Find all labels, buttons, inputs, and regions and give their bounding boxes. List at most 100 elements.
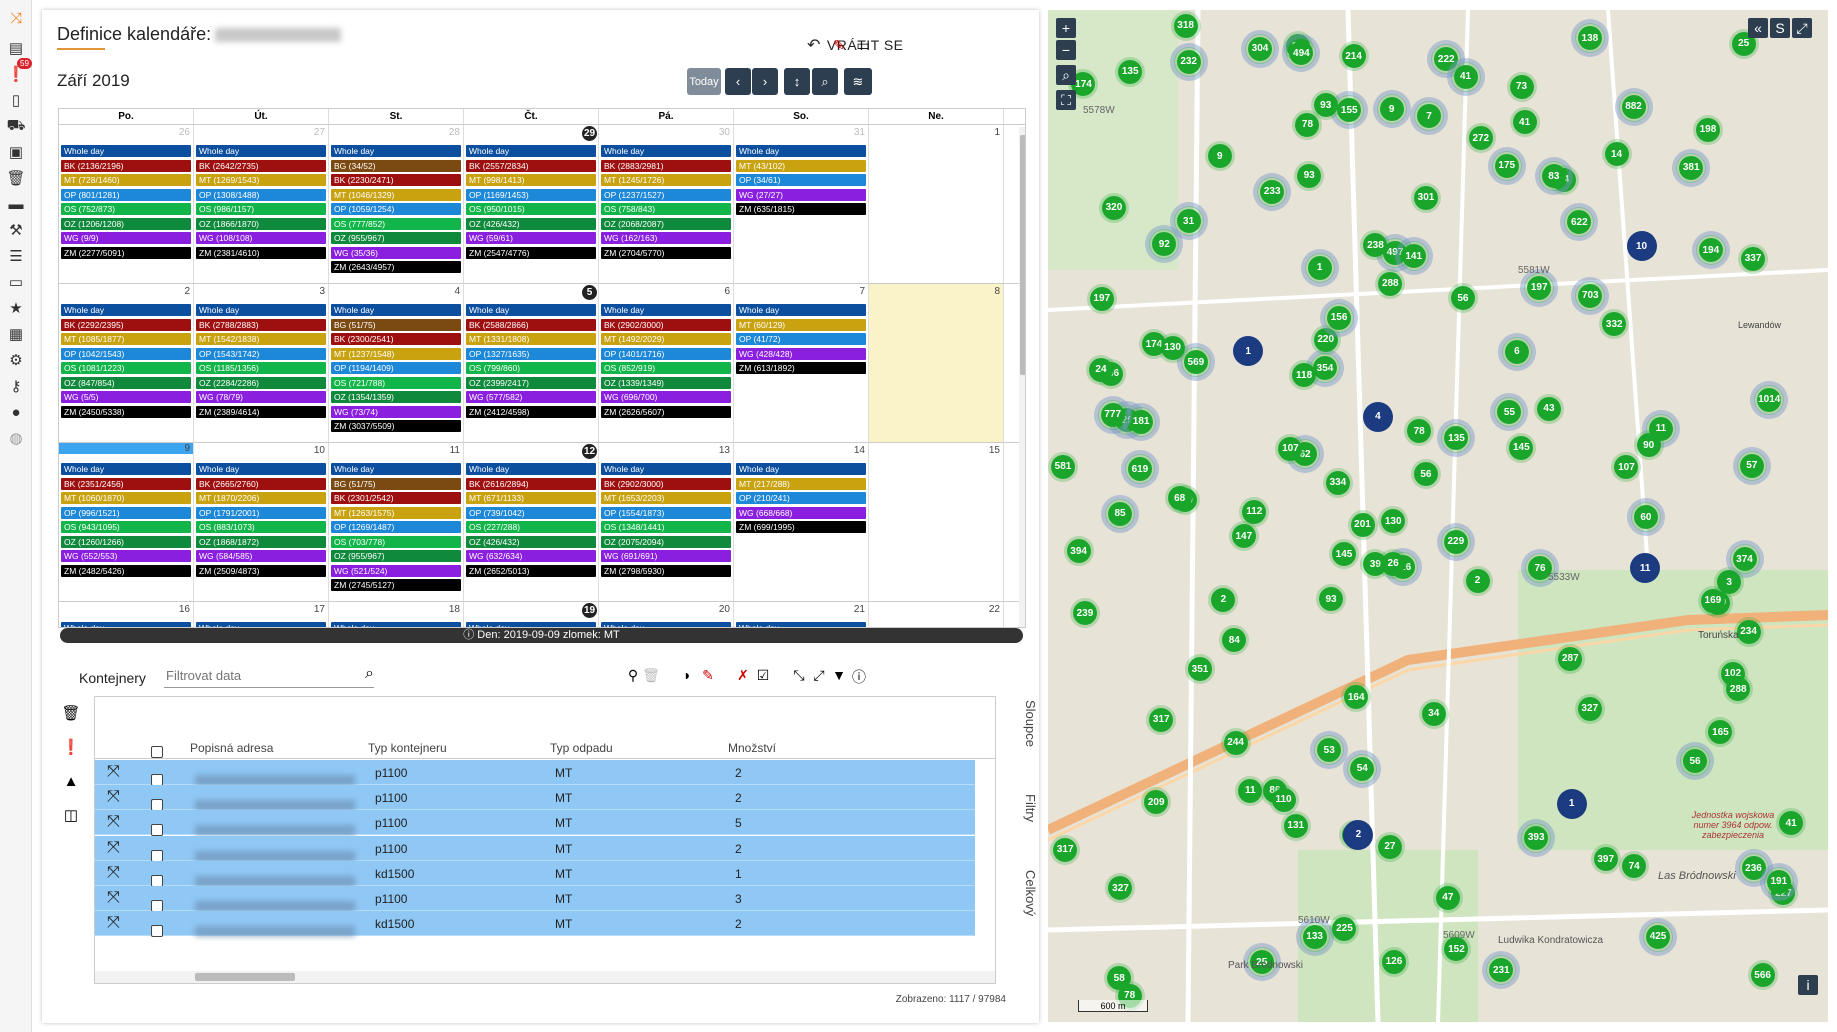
id-card-icon[interactable]: ▭ (8, 274, 24, 291)
cluster-marker[interactable]: 92 (1149, 229, 1180, 260)
locate-icon[interactable]: ⤧ (107, 889, 120, 906)
cluster-marker[interactable]: 239 (1069, 598, 1100, 629)
window-icon[interactable]: ▭ (856, 36, 870, 53)
calendar-event[interactable]: OP (1308/1488) (196, 188, 326, 201)
database-icon[interactable]: ≋ (844, 68, 872, 95)
calendar-event[interactable]: MT (1653/2203) (601, 492, 731, 504)
cluster-marker[interactable]: 229 (1440, 526, 1471, 557)
cluster-marker[interactable]: 56 (1680, 746, 1711, 776)
cluster-marker[interactable]: 3 (1714, 567, 1745, 598)
calendar-event[interactable]: ZM (699/1995) (736, 521, 866, 533)
cluster-marker[interactable]: 318 (1170, 10, 1201, 41)
check-icon[interactable]: ☑ (756, 667, 770, 683)
calendar-event[interactable]: BG (51/75) (331, 477, 461, 490)
day-cell[interactable]: 15 (869, 443, 1004, 601)
logo-icon[interactable]: ⤨ (9, 9, 22, 27)
trash-icon[interactable]: 🗑 (6, 170, 26, 187)
cluster-marker[interactable]: 198 (1692, 114, 1723, 145)
cluster-marker[interactable]: 288 (1723, 674, 1754, 705)
cluster-marker[interactable]: 54 (1347, 753, 1378, 784)
calendar-event[interactable]: OS (950/1015) (466, 203, 596, 215)
calendar-event[interactable]: ZM (2704/5770) (601, 246, 731, 259)
calendar-event[interactable]: Whole day (331, 304, 461, 316)
calendar-event[interactable]: OZ (2284/2286) (196, 376, 326, 389)
calendar-event[interactable]: ZM (2798/5930) (601, 564, 731, 577)
map-info-icon[interactable]: i (1798, 975, 1818, 995)
settings-icon[interactable]: ⚙ (9, 352, 23, 369)
calendar-event[interactable]: ZM (2643/4957) (331, 261, 461, 273)
calendar-event[interactable]: OZ (426/432) (466, 217, 596, 230)
locate-icon[interactable]: ⤧ (107, 914, 120, 932)
cluster-marker[interactable]: 317 (1146, 704, 1177, 735)
day-cell[interactable]: 17 Whole day (194, 602, 329, 627)
cluster-marker[interactable]: 53 (1314, 735, 1345, 766)
warning-icon[interactable]: ❗ (61, 739, 81, 756)
day-cell[interactable]: 26 Whole day BK (2136/2196) MT (728/1460) OP… (59, 125, 194, 283)
cluster-marker[interactable]: 57 (1736, 450, 1767, 481)
layer-s-button[interactable]: S (1770, 18, 1790, 38)
calendar-event[interactable]: OS (799/860) (466, 362, 596, 374)
pin-icon[interactable]: ⚲ (627, 667, 639, 683)
calendar-event[interactable]: WG (59/61) (466, 232, 596, 244)
cluster-marker[interactable]: 31 (1173, 206, 1204, 237)
calendar-event[interactable]: Whole day (331, 145, 461, 157)
calendar-event[interactable]: ZM (2412/4598) (466, 405, 596, 418)
calendar-event[interactable]: WG (552/553) (61, 550, 191, 562)
calendar-event[interactable]: OZ (1866/1870) (196, 217, 326, 230)
cluster-marker[interactable]: 145 (1506, 432, 1537, 463)
calendar-event[interactable]: WG (162/163) (601, 232, 731, 244)
filter-input[interactable] (164, 664, 374, 688)
document-icon[interactable]: ▯ (11, 92, 21, 109)
cluster-marker[interactable]: 85 (1105, 498, 1136, 529)
cluster-marker[interactable]: 320 (1098, 192, 1129, 223)
cluster-marker[interactable]: 56 (1410, 459, 1441, 490)
day-cell[interactable]: 9 Whole day BK (2351/2456) MT (1060/1870) OP… (59, 443, 194, 601)
zoom-out-button[interactable]: − (1056, 40, 1076, 60)
archive-icon[interactable]: ▬ (8, 195, 24, 213)
calendar-event[interactable]: BK (2300/2541) (331, 333, 461, 345)
road-icon[interactable]: ▲ (63, 772, 79, 790)
cluster-marker[interactable]: 76 (1525, 553, 1556, 584)
calendar-event[interactable]: ZM (2547/4776) (466, 246, 596, 259)
cluster-marker[interactable]: 107 (1611, 452, 1642, 483)
cluster-marker[interactable]: 14 (1601, 139, 1632, 170)
calendar-event[interactable]: OZ (426/432) (466, 535, 596, 548)
calendar-scrollbar[interactable] (1019, 127, 1025, 627)
calendar-event[interactable]: MT (1060/1870) (61, 492, 191, 504)
calendar-event[interactable]: Whole day (466, 622, 596, 627)
cluster-marker[interactable]: 152 (1441, 934, 1472, 965)
calendar-event[interactable]: OS (758/843) (601, 203, 731, 215)
cluster-marker[interactable]: 209 (1141, 787, 1172, 818)
back-button[interactable]: ↶ VRÁTIT SE (807, 37, 904, 54)
calendar-event[interactable]: WG (696/700) (601, 391, 731, 403)
day-cell[interactable]: 3 Whole day BK (2788/2883) MT (1542/1838) OP… (194, 284, 329, 442)
cluster-marker[interactable]: 93 (1294, 160, 1325, 191)
cluster-marker[interactable]: 135 (1441, 423, 1472, 454)
calendar-event[interactable]: Whole day (736, 145, 866, 157)
calendar-event[interactable]: ZM (2509/4873) (196, 564, 326, 577)
calendar-event[interactable]: Whole day (736, 463, 866, 475)
cluster-marker[interactable]: 135 (1115, 56, 1146, 87)
day-cell[interactable]: 12 Whole day BK (2616/2894) MT (671/1133) OP… (464, 443, 599, 601)
cluster-marker[interactable]: 126 (1378, 946, 1409, 977)
cluster-marker[interactable]: 374 (1729, 544, 1760, 575)
day-cell[interactable]: 11 Whole day BG (51/75) BK (2301/2542) MT (1… (329, 443, 464, 601)
calendar-event[interactable]: WG (521/524) (331, 564, 461, 577)
cluster-marker[interactable]: 777 (1097, 399, 1128, 430)
cluster-marker[interactable]: 619 (1124, 454, 1155, 485)
cluster-marker[interactable]: 25 (1246, 947, 1277, 978)
resize-icon[interactable]: ↕ (784, 68, 810, 95)
calendar-event[interactable]: OP (996/1521) (61, 506, 191, 519)
cluster-marker[interactable]: 131 (1280, 810, 1311, 841)
day-cell[interactable]: 16 Whole day (59, 602, 194, 627)
cluster-marker[interactable]: 569 (1180, 347, 1211, 378)
cluster-marker[interactable]: 425 (1643, 921, 1674, 952)
horizontal-scrollbar[interactable] (95, 971, 995, 983)
calendar-event[interactable]: OP (34/61) (736, 174, 866, 186)
cluster-marker[interactable]: 141 (1398, 241, 1429, 272)
calendar-event[interactable]: ZM (2389/4614) (196, 405, 326, 418)
cluster-marker[interactable]: 107 (1275, 433, 1306, 464)
tab-summary[interactable]: Celkový (1023, 870, 1038, 917)
prev-button[interactable]: ‹ (725, 68, 751, 95)
calendar-event[interactable]: MT (60/129) (736, 318, 866, 331)
